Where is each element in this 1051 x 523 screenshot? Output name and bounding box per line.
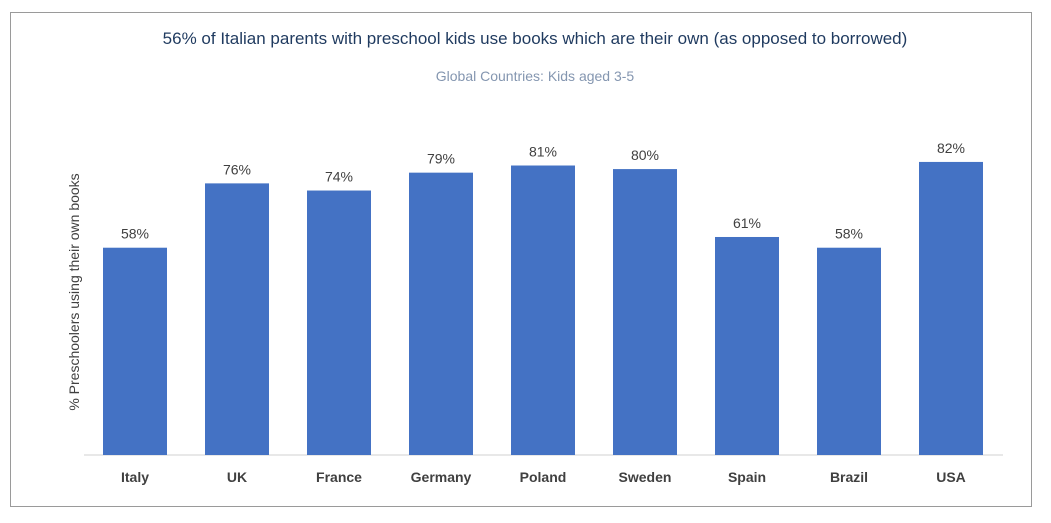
x-tick-label-germany: Germany [411, 469, 472, 485]
x-tick-label-spain: Spain [728, 469, 766, 485]
bar-italy [103, 247, 167, 455]
data-label-italy: 58% [121, 226, 149, 242]
data-label-france: 74% [325, 169, 353, 185]
bar-usa [919, 161, 983, 455]
data-label-brazil: 58% [835, 226, 863, 242]
bar-poland [511, 165, 575, 456]
bar-spain [715, 236, 779, 455]
bar-sweden [613, 169, 677, 455]
chart-subtitle: Global Countries: Kids aged 3-5 [435, 68, 635, 84]
data-label-germany: 79% [427, 151, 455, 167]
bar-brazil [817, 247, 881, 455]
y-axis-label: % Preschoolers using their own books [66, 173, 82, 410]
x-tick-label-brazil: Brazil [830, 469, 868, 485]
x-tick-label-usa: USA [936, 469, 966, 485]
x-tick-label-italy: Italy [121, 469, 149, 485]
data-label-usa: 82% [937, 140, 965, 156]
data-label-uk: 76% [223, 161, 251, 177]
bar-france [307, 190, 371, 456]
bar-uk [205, 183, 269, 455]
bars-group: 58% Italy 76% UK 74% France 79% Germany 81% Polan… [103, 140, 983, 485]
x-tick-label-poland: Poland [520, 469, 567, 485]
data-label-poland: 81% [529, 144, 557, 160]
chart-title: 56% of Italian parents with preschool ki… [162, 29, 908, 48]
data-label-sweden: 80% [631, 147, 659, 163]
data-label-spain: 61% [733, 215, 761, 231]
bar-germany [409, 172, 473, 456]
x-tick-label-france: France [316, 469, 362, 485]
x-tick-label-uk: UK [227, 469, 247, 485]
x-tick-label-sweden: Sweden [619, 469, 672, 485]
